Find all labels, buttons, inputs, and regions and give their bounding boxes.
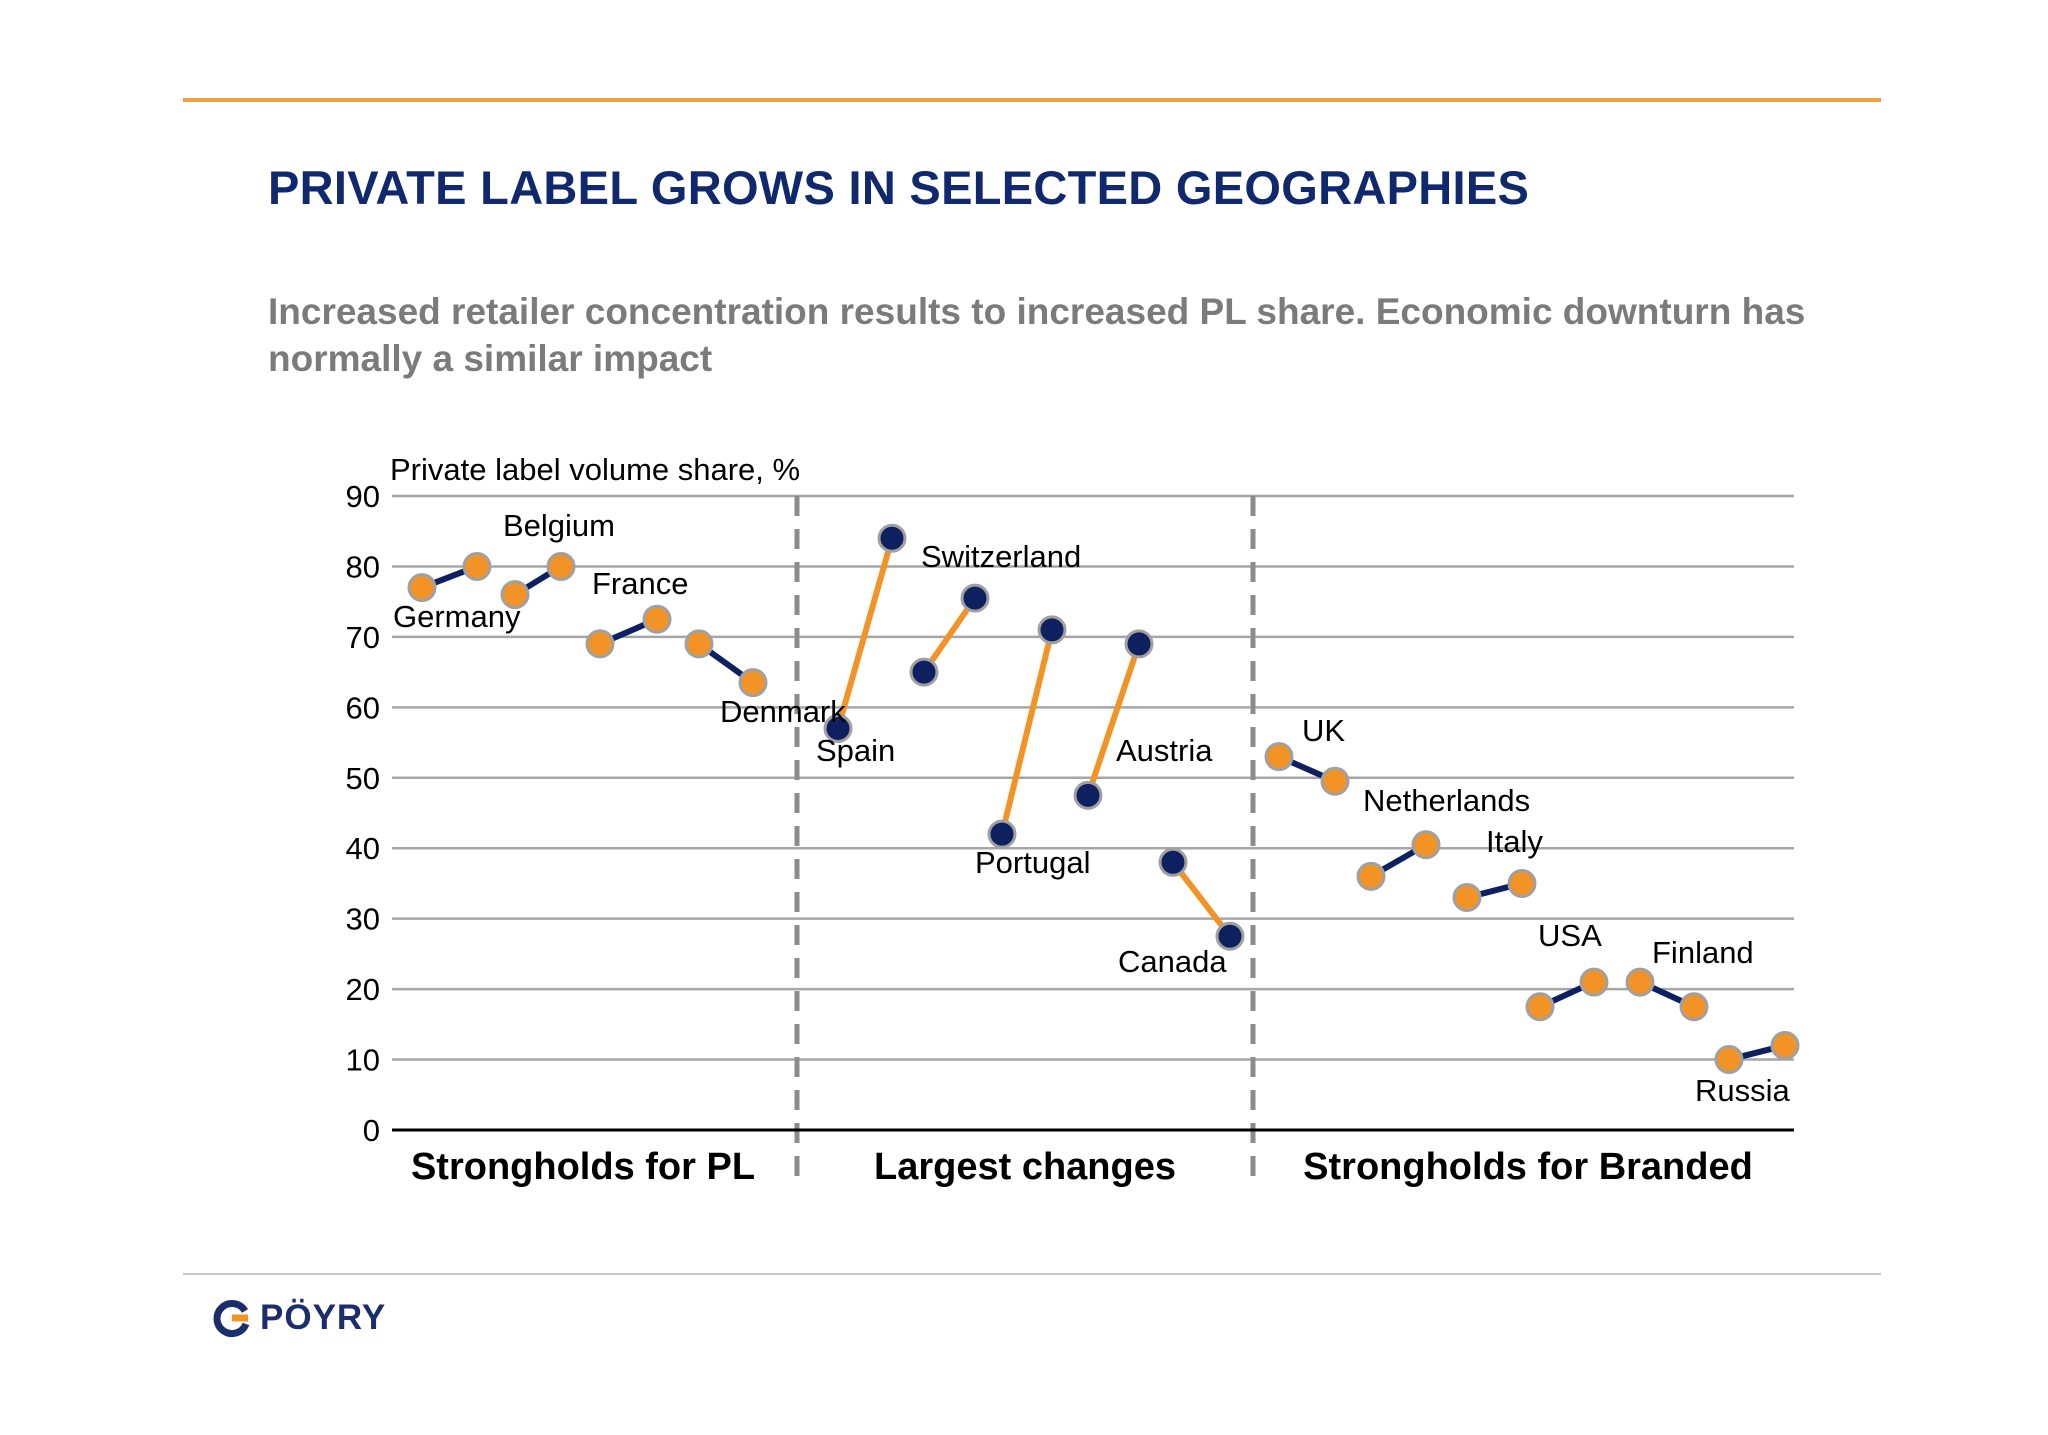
- data-point-uk-1: [1266, 744, 1292, 770]
- series-germany: [409, 553, 490, 600]
- data-point-uk-2: [1322, 768, 1348, 794]
- country-label-germany: Germany: [393, 599, 521, 634]
- y-tick-labels: 0 10 20 30 40 50 60 70 80 90: [346, 479, 380, 1148]
- group-labels: Strongholds for PL Largest changes Strongh…: [411, 1146, 1753, 1188]
- series-russia: [1716, 1032, 1798, 1072]
- data-point-italy-1: [1454, 885, 1480, 911]
- group-label-1: Strongholds for PL: [411, 1146, 755, 1188]
- country-label-denmark: Denmark: [720, 694, 846, 729]
- y-tick-label: 0: [363, 1113, 380, 1148]
- country-label-portugal: Portugal: [975, 845, 1090, 880]
- series-switzerland: [911, 585, 988, 685]
- group-label-2: Largest changes: [874, 1146, 1176, 1188]
- series-line-austria: [1088, 644, 1139, 795]
- data-point-netherlands-1: [1358, 863, 1384, 889]
- data-point-france-1: [587, 631, 613, 657]
- y-tick-label: 70: [346, 620, 380, 655]
- group-dividers: [797, 496, 1253, 1178]
- data-point-usa-1: [1527, 994, 1553, 1020]
- data-point-germany-2: [464, 553, 490, 579]
- series-france: [587, 606, 670, 657]
- poyry-logo-icon: [212, 1298, 252, 1338]
- brand-logo: PÖYRY: [212, 1296, 386, 1340]
- data-point-canada-1: [1160, 849, 1186, 875]
- series-canada: [1160, 849, 1243, 949]
- data-point-usa-2: [1581, 969, 1607, 995]
- y-tick-label: 30: [346, 902, 380, 937]
- group-label-3: Strongholds for Branded: [1303, 1146, 1753, 1188]
- data-point-france-2: [644, 606, 670, 632]
- data-point-portugal-1: [989, 821, 1015, 847]
- country-label-spain: Spain: [816, 733, 895, 768]
- data-point-spain-2: [879, 525, 905, 551]
- data-point-switzerland-2: [962, 585, 988, 611]
- series-netherlands: [1358, 832, 1439, 890]
- data-point-denmark-1: [686, 631, 712, 657]
- country-label-france: France: [592, 566, 688, 601]
- y-tick-label: 90: [346, 479, 380, 514]
- data-series: [409, 525, 1798, 1072]
- series-usa: [1527, 969, 1607, 1020]
- private-label-chart: 0 10 20 30 40 50 60 70 80 90 Private label volume…: [0, 0, 2048, 1435]
- y-tick-label: 10: [346, 1043, 380, 1078]
- country-label-russia: Russia: [1695, 1073, 1791, 1108]
- brand-name: PÖYRY: [260, 1298, 386, 1338]
- data-point-austria-2: [1126, 631, 1152, 657]
- y-tick-label: 40: [346, 831, 380, 866]
- data-point-portugal-2: [1039, 617, 1065, 643]
- data-point-russia-2: [1772, 1032, 1798, 1058]
- country-label-belgium: Belgium: [503, 508, 615, 543]
- data-point-switzerland-1: [911, 659, 937, 685]
- data-point-denmark-2: [740, 670, 766, 696]
- country-label-switzerland: Switzerland: [921, 539, 1081, 574]
- data-point-russia-1: [1716, 1047, 1742, 1073]
- data-point-netherlands-2: [1413, 832, 1439, 858]
- series-uk: [1266, 744, 1348, 795]
- series-italy: [1454, 870, 1535, 910]
- country-label-usa: USA: [1538, 918, 1602, 953]
- country-label-austria: Austria: [1116, 733, 1213, 768]
- y-tick-label: 20: [346, 972, 380, 1007]
- y-tick-label: 60: [346, 690, 380, 725]
- series-portugal: [989, 617, 1065, 847]
- country-label-netherlands: Netherlands: [1363, 783, 1530, 818]
- data-point-italy-2: [1509, 870, 1535, 896]
- country-label-uk: UK: [1302, 713, 1345, 748]
- data-point-germany-1: [409, 575, 435, 601]
- country-label-canada: Canada: [1118, 944, 1227, 979]
- y-tick-label: 50: [346, 761, 380, 796]
- series-finland: [1627, 969, 1707, 1020]
- bottom-divider: [183, 1273, 1881, 1275]
- y-axis-label: Private label volume share, %: [390, 452, 800, 487]
- data-point-finland-1: [1627, 969, 1653, 995]
- series-line-portugal: [1002, 630, 1052, 834]
- data-point-belgium-2: [548, 553, 574, 579]
- country-label-finland: Finland: [1652, 935, 1754, 970]
- country-label-italy: Italy: [1486, 824, 1543, 859]
- data-point-finland-2: [1681, 994, 1707, 1020]
- y-tick-label: 80: [346, 549, 380, 584]
- series-denmark: [686, 631, 766, 696]
- series-austria: [1075, 631, 1152, 808]
- data-point-austria-1: [1075, 782, 1101, 808]
